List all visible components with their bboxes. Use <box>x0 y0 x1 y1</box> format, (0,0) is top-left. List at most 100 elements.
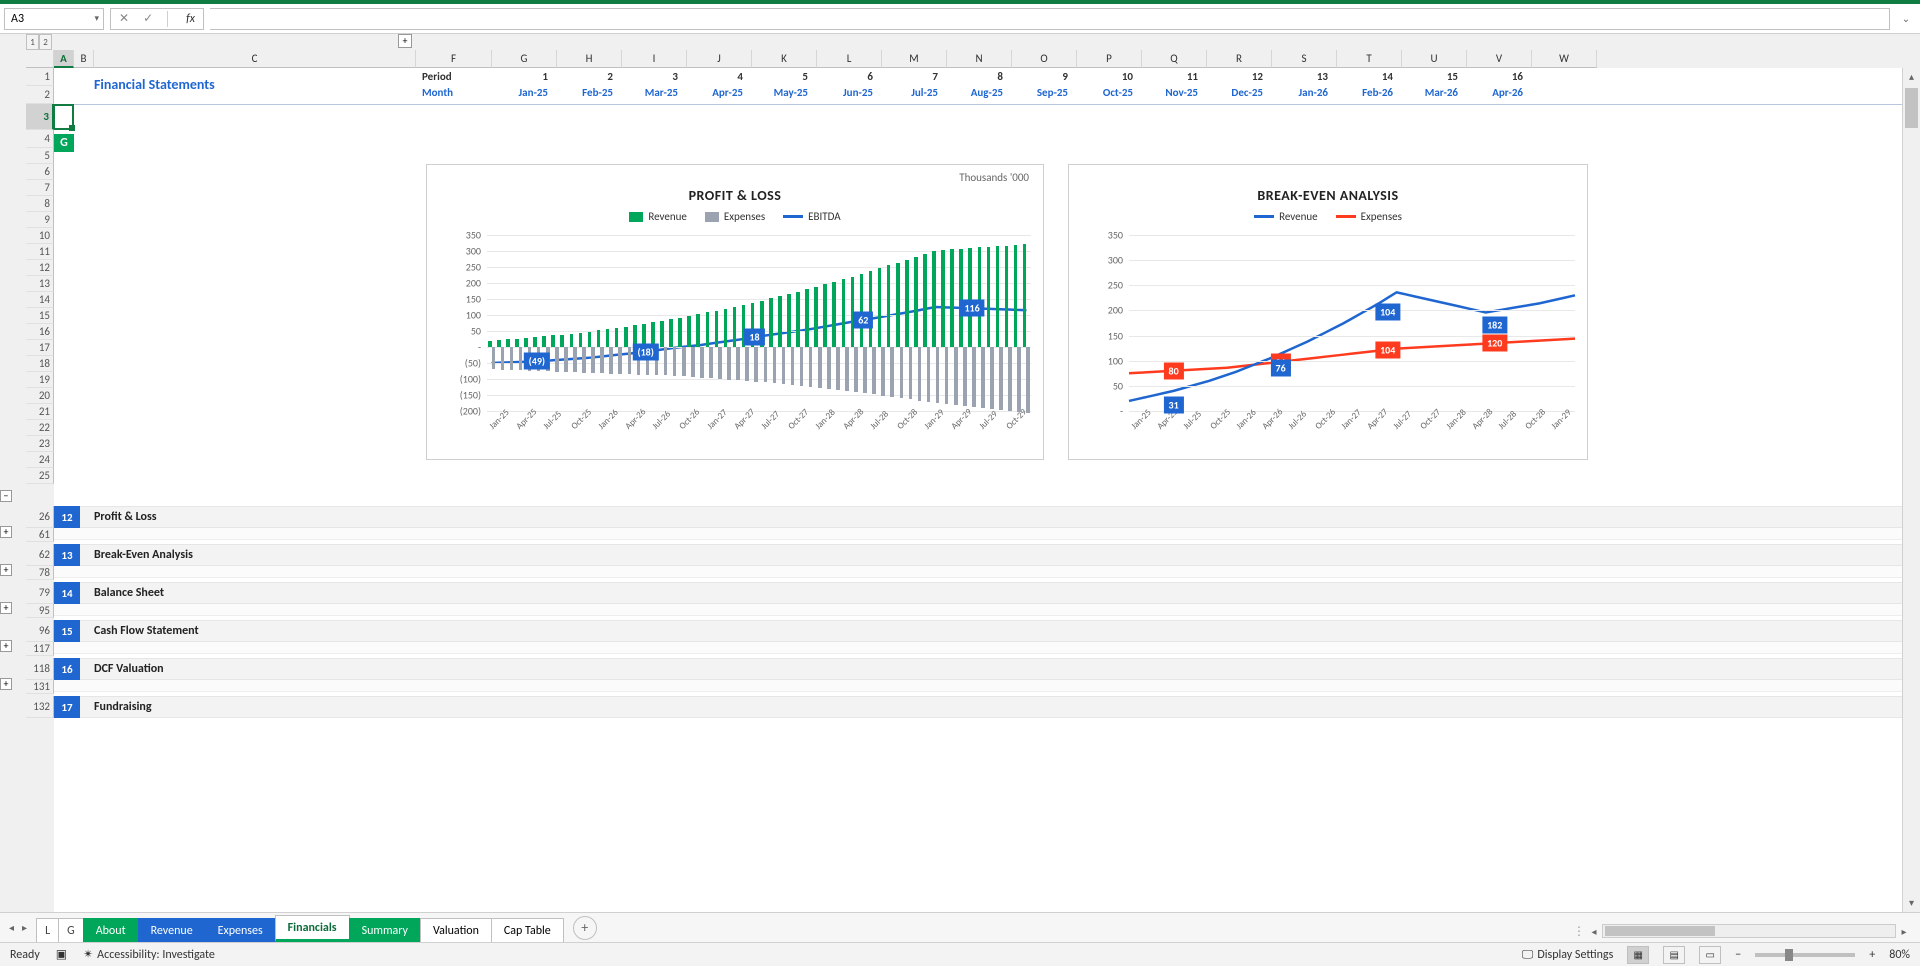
formula-expand-icon[interactable]: ⌄ <box>1896 12 1916 25</box>
row-header-117[interactable]: 117 <box>26 642 54 656</box>
select-all-triangle[interactable] <box>26 50 54 68</box>
row-header-16[interactable]: 16 <box>26 324 54 340</box>
row-header-22[interactable]: 22 <box>26 420 54 436</box>
hscroll-track[interactable] <box>1602 924 1896 938</box>
section-row[interactable]: 13Break-Even Analysis <box>54 544 1902 566</box>
col-header-T[interactable]: T <box>1337 50 1402 68</box>
row-expand-61[interactable]: + <box>0 526 12 538</box>
row-header-17[interactable]: 17 <box>26 340 54 356</box>
col-header-K[interactable]: K <box>752 50 817 68</box>
tab-prev-icon[interactable]: ▸ <box>19 919 30 936</box>
row-header-20[interactable]: 20 <box>26 388 54 404</box>
vertical-scrollbar[interactable]: ▴ ▾ <box>1902 68 1920 912</box>
col-header-Q[interactable]: Q <box>1142 50 1207 68</box>
row-expand-25[interactable]: − <box>0 490 12 502</box>
col-header-W[interactable]: W <box>1532 50 1597 68</box>
display-settings-button[interactable]: 🖵 Display Settings <box>1522 948 1613 962</box>
col-header-U[interactable]: U <box>1402 50 1467 68</box>
col-header-F[interactable]: F <box>416 50 492 68</box>
view-page-break-button[interactable]: ▭ <box>1699 946 1721 964</box>
row-header-7[interactable]: 7 <box>26 180 54 196</box>
row-header-78[interactable]: 78 <box>26 566 54 580</box>
row-header-21[interactable]: 21 <box>26 404 54 420</box>
col-header-L[interactable]: L <box>817 50 882 68</box>
hscroll-left-icon[interactable]: ◂ <box>1586 925 1602 938</box>
row-header-25[interactable]: 25 <box>26 468 54 484</box>
row-header-3[interactable]: 3 <box>26 104 54 130</box>
fx-icon[interactable]: fx <box>182 12 195 26</box>
row-expand-78[interactable]: + <box>0 564 12 576</box>
hscroll-right-icon[interactable]: ▸ <box>1896 925 1912 938</box>
row-header-5[interactable]: 5 <box>26 148 54 164</box>
col-header-P[interactable]: P <box>1077 50 1142 68</box>
section-row[interactable]: 17Fundraising <box>54 696 1902 718</box>
row-header-11[interactable]: 11 <box>26 244 54 260</box>
add-sheet-button[interactable]: + <box>573 916 597 940</box>
row-header-10[interactable]: 10 <box>26 228 54 244</box>
chart-profit-loss[interactable]: Thousands '000 PROFIT & LOSS RevenueExpe… <box>426 164 1044 460</box>
col-header-N[interactable]: N <box>947 50 1012 68</box>
row-expand-131[interactable]: + <box>0 678 12 690</box>
zoom-knob[interactable] <box>1785 949 1793 961</box>
sheet-tab-about[interactable]: About <box>83 918 139 942</box>
row-header-1[interactable]: 1 <box>26 68 54 86</box>
sheet-tab-G[interactable]: G <box>58 918 84 942</box>
macro-record-icon[interactable]: ▣ <box>56 947 67 962</box>
scroll-up-icon[interactable]: ▴ <box>1903 68 1920 86</box>
row-header-23[interactable]: 23 <box>26 436 54 452</box>
row-header-24[interactable]: 24 <box>26 452 54 468</box>
sheet-tab-valuation[interactable]: Valuation <box>420 918 492 942</box>
sheet-tab-summary[interactable]: Summary <box>349 918 421 942</box>
row-header-18[interactable]: 18 <box>26 356 54 372</box>
view-normal-button[interactable]: ▦ <box>1627 946 1649 964</box>
zoom-slider[interactable] <box>1755 953 1855 957</box>
outline-level-1[interactable]: 1 <box>26 34 39 50</box>
row-header-19[interactable]: 19 <box>26 372 54 388</box>
section-row[interactable]: 14Balance Sheet <box>54 582 1902 604</box>
col-header-M[interactable]: M <box>882 50 947 68</box>
col-header-H[interactable]: H <box>557 50 622 68</box>
formula-input[interactable] <box>210 8 1890 30</box>
row-expand-117[interactable]: + <box>0 640 12 652</box>
sheet-tab-revenue[interactable]: Revenue <box>138 918 206 942</box>
col-header-V[interactable]: V <box>1467 50 1532 68</box>
col-header-A[interactable]: A <box>54 50 74 68</box>
row-header-12[interactable]: 12 <box>26 260 54 276</box>
scroll-thumb[interactable] <box>1905 88 1918 128</box>
zoom-out-button[interactable]: − <box>1735 948 1741 962</box>
col-header-C[interactable]: C <box>94 50 416 68</box>
tab-split-handle[interactable]: ⋮ <box>1572 924 1586 939</box>
section-row[interactable]: 12Profit & Loss <box>54 506 1902 528</box>
sheet-tab-expenses[interactable]: Expenses <box>205 918 276 942</box>
tab-first-icon[interactable]: ◂ <box>6 919 17 936</box>
col-header-S[interactable]: S <box>1272 50 1337 68</box>
name-box[interactable]: A3 <box>4 8 104 30</box>
row-header-96[interactable]: 96 <box>26 620 54 642</box>
outline-expand-top[interactable]: + <box>398 34 412 48</box>
row-header-14[interactable]: 14 <box>26 292 54 308</box>
col-header-R[interactable]: R <box>1207 50 1272 68</box>
col-header-O[interactable]: O <box>1012 50 1077 68</box>
active-cell[interactable] <box>54 104 74 130</box>
row-header-62[interactable]: 62 <box>26 544 54 566</box>
row-header-79[interactable]: 79 <box>26 582 54 604</box>
row-header-15[interactable]: 15 <box>26 308 54 324</box>
row-header-132[interactable]: 132 <box>26 696 54 718</box>
col-header-B[interactable]: B <box>74 50 94 68</box>
col-header-I[interactable]: I <box>622 50 687 68</box>
confirm-icon[interactable]: ✓ <box>143 11 153 26</box>
row-header-131[interactable]: 131 <box>26 680 54 694</box>
outline-level-2[interactable]: 2 <box>39 34 52 50</box>
chart-break-even[interactable]: BREAK-EVEN ANALYSIS RevenueExpenses 3503… <box>1068 164 1588 460</box>
row-header-61[interactable]: 61 <box>26 528 54 542</box>
row-header-118[interactable]: 118 <box>26 658 54 680</box>
row-header-9[interactable]: 9 <box>26 212 54 228</box>
horizontal-scrollbar[interactable]: ⋮ ◂ ▸ <box>1572 923 1912 939</box>
row-header-26[interactable]: 26 <box>26 506 54 528</box>
row-header-95[interactable]: 95 <box>26 604 54 618</box>
sheet-tab-cap-table[interactable]: Cap Table <box>491 918 564 942</box>
row-header-2[interactable]: 2 <box>26 86 54 104</box>
row-header-8[interactable]: 8 <box>26 196 54 212</box>
row-header-6[interactable]: 6 <box>26 164 54 180</box>
zoom-level[interactable]: 80% <box>1889 948 1910 962</box>
